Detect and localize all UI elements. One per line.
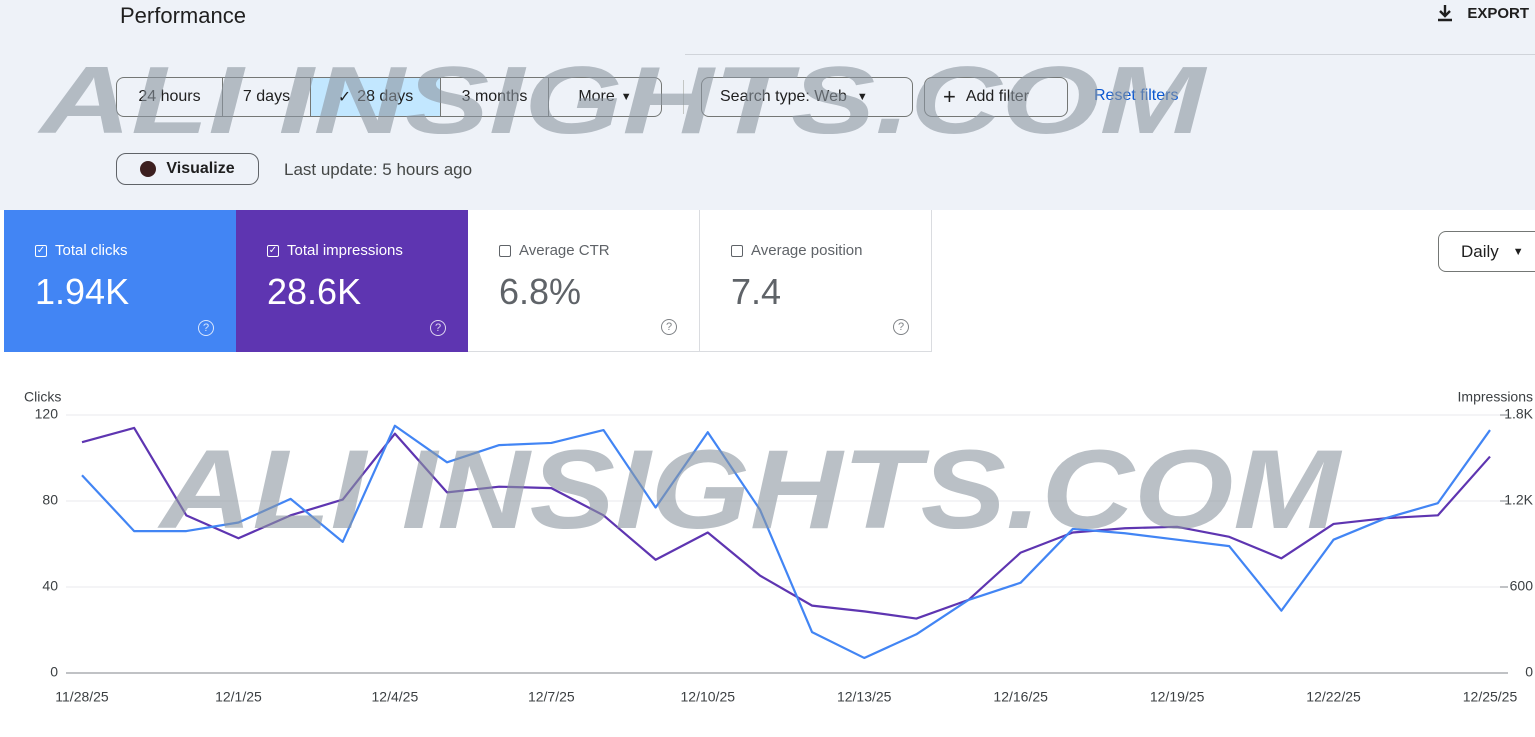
- download-icon: [1438, 5, 1453, 22]
- last-update: Last update: 5 hours ago: [284, 160, 473, 179]
- reset-filters-link[interactable]: Reset filters: [1094, 87, 1179, 104]
- checkbox: ✓: [267, 244, 279, 257]
- range-label: More: [578, 88, 615, 105]
- y-tick-label: 80: [42, 492, 58, 508]
- x-tick-label: 12/13/25: [837, 689, 892, 705]
- help-icon: ?: [661, 319, 677, 335]
- caret: ▼: [620, 91, 632, 103]
- check-icon: ✓: [337, 89, 352, 106]
- range-label: 3 months: [461, 88, 528, 105]
- metric-header: ✓ Total impressions: [267, 242, 468, 259]
- y2-tick-label: 600: [1510, 578, 1534, 594]
- help-icon: ?: [893, 319, 909, 335]
- divider: [683, 80, 684, 114]
- range-label: 24 hours: [138, 88, 201, 105]
- divider: [685, 54, 1535, 55]
- caret: ▼: [856, 91, 868, 103]
- range-option[interactable]: 24 hours: [117, 78, 223, 116]
- metric-value: 6.8%: [499, 271, 582, 312]
- y2-tick-label: 1.2K: [1504, 492, 1533, 508]
- help-icon: ?: [198, 320, 214, 336]
- visualize-icon: [140, 161, 157, 177]
- metric-label: Average CTR: [519, 242, 610, 259]
- y2-axis-title: Impressions: [1458, 389, 1533, 405]
- metric-card[interactable]: ✓ Total clicks 1.94K?: [4, 210, 236, 352]
- search-type-label: Search type: Web: [720, 88, 847, 105]
- metric-label: Total impressions: [287, 242, 403, 259]
- y-tick-label: 40: [42, 578, 58, 594]
- metric-card[interactable]: Average CTR 6.8%?: [468, 210, 700, 352]
- caret: ▼: [1512, 245, 1524, 258]
- add-filter-label: Add filter: [965, 88, 1029, 105]
- page-title: Performance: [120, 3, 246, 28]
- x-tick-label: 12/10/25: [681, 689, 736, 705]
- data-line: [81, 426, 1491, 620]
- metric-card[interactable]: ✓ Total impressions 28.6K?: [236, 210, 468, 352]
- visualize-label: Visualize: [166, 160, 235, 177]
- export-label: EXPORT: [1467, 4, 1529, 22]
- range-option[interactable]: 7 days: [223, 78, 311, 116]
- range-option[interactable]: ✓ 28 days: [311, 78, 441, 116]
- add-filter-button[interactable]: + Add filter: [924, 77, 1068, 117]
- x-tick-label: 12/19/25: [1150, 689, 1205, 705]
- y-tick-label: 120: [35, 406, 59, 422]
- plus-icon: +: [943, 84, 956, 109]
- range-selector: 24 hours 7 days ✓ 28 days 3 months More ▼: [116, 77, 662, 117]
- x-tick-label: 12/1/25: [215, 689, 262, 705]
- x-tick-label: 12/4/25: [372, 689, 419, 705]
- granularity-label: Daily: [1461, 241, 1499, 261]
- x-tick-label: 12/22/25: [1306, 689, 1361, 705]
- search-type-button[interactable]: Search type: Web ▼: [701, 77, 913, 117]
- metric-label: Total clicks: [55, 242, 128, 259]
- y2-tick-label: 0: [1525, 664, 1533, 680]
- checkbox: [731, 244, 743, 257]
- x-tick-label: 12/7/25: [528, 689, 575, 705]
- metric-header: Average CTR: [499, 242, 699, 259]
- y2-tick-label: 1.8K: [1504, 406, 1533, 422]
- y-axis-title: Clicks: [24, 389, 61, 405]
- range-label: 28 days: [357, 88, 414, 105]
- checkbox: [499, 244, 511, 257]
- x-tick-label: 11/28/25: [55, 689, 109, 705]
- metric-label: Average position: [751, 242, 863, 259]
- y-tick-label: 0: [50, 664, 58, 680]
- metric-value: 1.94K: [35, 271, 130, 312]
- metric-card[interactable]: Average position 7.4?: [700, 210, 932, 352]
- checkbox: ✓: [35, 244, 47, 257]
- metric-header: Average position: [731, 242, 931, 259]
- range-label: 7 days: [242, 88, 291, 105]
- granularity-dropdown[interactable]: Daily ▼: [1438, 231, 1535, 272]
- visualize-button[interactable]: Visualize: [116, 153, 259, 185]
- help-icon: ?: [430, 320, 446, 336]
- data-line: [81, 424, 1491, 660]
- metric-value: 28.6K: [267, 271, 362, 312]
- range-option[interactable]: More ▼: [549, 78, 661, 116]
- range-option[interactable]: 3 months: [441, 78, 549, 116]
- x-tick-label: 12/25/25: [1463, 689, 1518, 705]
- x-tick-label: 12/16/25: [993, 689, 1048, 705]
- export-button[interactable]: EXPORT: [1437, 4, 1529, 22]
- metric-header: ✓ Total clicks: [35, 242, 236, 259]
- metric-value: 7.4: [731, 271, 782, 312]
